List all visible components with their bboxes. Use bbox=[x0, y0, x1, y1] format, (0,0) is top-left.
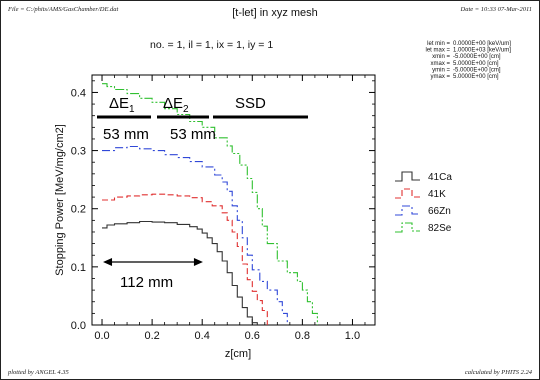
plot-subtitle: no. = 1, il = 1, ix = 1, iy = 1 bbox=[150, 39, 273, 51]
range-arrowhead-right bbox=[193, 258, 203, 266]
parameter-value: -5.0000E+00 [cm] bbox=[453, 67, 501, 73]
x-tick-label: 0.4 bbox=[195, 330, 210, 342]
delta-e2-label: ΔE2 bbox=[163, 95, 189, 115]
range-arrowhead-left bbox=[103, 258, 113, 266]
delta-e2-length: 53 mm bbox=[170, 126, 216, 143]
delta-e2-symbol: ΔE bbox=[163, 95, 183, 112]
legend: 41Ca 41K 66Zn 82Se bbox=[395, 171, 452, 234]
parameter-name: xmax = bbox=[430, 61, 450, 67]
x-axis-label: z[cm] bbox=[225, 348, 251, 360]
y-tick-label: 0.2 bbox=[71, 204, 86, 216]
parameter-name: xmin = bbox=[432, 54, 450, 60]
parameter-name: ymin = bbox=[432, 67, 450, 73]
parameter-value: 5.0000E+00 [cm] bbox=[453, 74, 499, 80]
file-label: File = C:/phits/AMS/GasChamber/DE.dat bbox=[7, 6, 119, 13]
legend-swatch bbox=[395, 188, 420, 199]
y-tick-label: 0.1 bbox=[71, 262, 86, 274]
date-label: Date = 10:33 07-Mar-2011 bbox=[460, 6, 532, 13]
parameter-name: let max = bbox=[425, 48, 450, 54]
delta-e1-length: 53 mm bbox=[103, 126, 149, 143]
delta-e1-label: ΔE1 bbox=[109, 95, 135, 115]
ssd-label: SSD bbox=[235, 95, 266, 112]
y-tick-label: 0.0 bbox=[71, 320, 86, 332]
y-tick-label: 0.4 bbox=[71, 87, 86, 99]
footer-right: calculated by PHITS 2.24 bbox=[465, 369, 533, 376]
legend-swatch bbox=[395, 171, 420, 182]
y-ticks: 0.0 0.1 0.2 0.3 0.4 bbox=[71, 80, 375, 332]
legend-label: 41K bbox=[428, 189, 446, 200]
footer-left: plotted by ANGEL 4.35 bbox=[7, 369, 70, 376]
delta-e1-symbol: ΔE bbox=[109, 95, 129, 112]
legend-swatch bbox=[395, 205, 420, 216]
parameter-value: 5.0000E+00 [cm] bbox=[453, 61, 499, 67]
parameter-name: ymax = bbox=[430, 74, 450, 80]
parameter-list: let min = 0.0000E+00 [keV/um]let max = 1.0… bbox=[425, 41, 511, 80]
parameter-value: 0.0000E+00 [keV/um] bbox=[453, 41, 511, 47]
range-label: 112 mm bbox=[120, 274, 173, 291]
x-tick-label: 0.2 bbox=[144, 330, 159, 342]
y-tick-label: 0.3 bbox=[71, 146, 86, 158]
legend-label: 66Zn bbox=[428, 206, 451, 217]
series-line-66zn bbox=[102, 145, 288, 325]
series-line-41k bbox=[102, 193, 268, 325]
plot-title: [t-let] in xyz mesh bbox=[232, 7, 318, 19]
parameter-value: -5.0000E+00 [cm] bbox=[453, 54, 501, 60]
series-line-41ca bbox=[102, 220, 258, 325]
delta-e2-subscript: 2 bbox=[183, 104, 189, 115]
x-tick-label: 1.0 bbox=[345, 330, 360, 342]
legend-label: 82Se bbox=[428, 223, 452, 234]
parameter-name: let min = bbox=[427, 41, 450, 47]
y-axis-label: Stopping Power [MeV/mg/cm2] bbox=[54, 124, 66, 276]
x-tick-label: 0.0 bbox=[94, 330, 109, 342]
x-tick-label: 0.8 bbox=[295, 330, 310, 342]
series-group bbox=[102, 83, 318, 325]
delta-e1-subscript: 1 bbox=[129, 104, 135, 115]
legend-label: 41Ca bbox=[428, 172, 452, 183]
plot-frame bbox=[91, 74, 376, 326]
x-tick-label: 0.6 bbox=[245, 330, 260, 342]
legend-swatch bbox=[395, 222, 420, 233]
parameter-value: 1.0000E+03 [keV/um] bbox=[453, 48, 511, 54]
annotation-group: ΔE1 ΔE2 SSD 53 mm 53 mm 112 mm bbox=[97, 95, 308, 291]
x-ticks: 0.0 0.2 0.4 0.6 0.8 1.0 bbox=[94, 75, 366, 342]
